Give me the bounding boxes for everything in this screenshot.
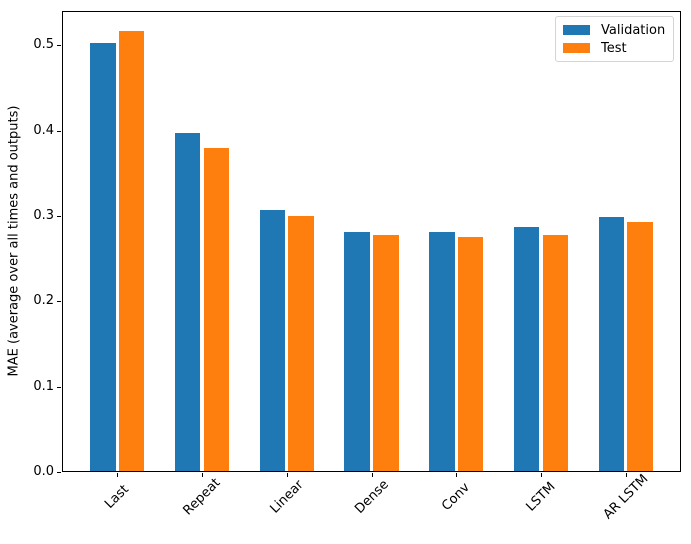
x-tick-mark bbox=[541, 473, 542, 477]
x-tick-label-text: Linear bbox=[267, 477, 307, 517]
x-tick-mark bbox=[371, 473, 373, 477]
x-tick-label-text: Dense bbox=[351, 477, 392, 517]
y-tick-mark bbox=[57, 215, 61, 217]
y-tick-mark bbox=[57, 386, 61, 388]
x-tick-mark bbox=[286, 473, 288, 477]
bar-validation-repeat bbox=[174, 132, 201, 471]
legend-swatch-test bbox=[563, 43, 590, 53]
y-tick-label: 0.0 bbox=[33, 464, 54, 479]
y-tick-mark bbox=[57, 472, 61, 473]
y-tick-label: 0.2 bbox=[33, 293, 54, 309]
x-tick-label-text: Repeat bbox=[180, 475, 224, 519]
y-tick-label: 0.1 bbox=[33, 378, 54, 394]
bar-validation-ar-lstm bbox=[598, 216, 625, 471]
bar-test-conv bbox=[457, 237, 484, 471]
x-tick-mark bbox=[625, 473, 627, 477]
bar-validation-last bbox=[90, 43, 116, 471]
x-tick-label-text: Conv bbox=[439, 480, 474, 514]
bar-test-dense bbox=[373, 235, 399, 471]
y-tick-label: 0.3 bbox=[33, 207, 54, 223]
legend-label: Test bbox=[601, 40, 627, 56]
y-tick-mark bbox=[57, 130, 61, 132]
legend: Validation Test bbox=[555, 16, 674, 62]
y-tick-mark bbox=[57, 45, 61, 47]
bar-test-last bbox=[118, 31, 145, 471]
bar-test-linear bbox=[288, 215, 314, 471]
legend-item-validation: Validation bbox=[563, 22, 665, 38]
bar-test-lstm bbox=[542, 234, 569, 471]
legend-item-test: Test bbox=[563, 40, 665, 56]
legend-label: Validation bbox=[601, 22, 666, 38]
x-tick-mark bbox=[202, 473, 203, 477]
plot-area bbox=[62, 11, 681, 472]
y-axis-label-text: MAE (average over all times and outputs) bbox=[6, 105, 22, 377]
y-tick-label: 0.4 bbox=[33, 122, 54, 138]
x-tick-label-text: AR LSTM bbox=[600, 471, 652, 523]
x-tick-label-text: LSTM bbox=[523, 479, 559, 515]
x-tick-mark bbox=[456, 473, 458, 477]
bar-validation-linear bbox=[259, 209, 286, 471]
bar-test-ar-lstm bbox=[627, 221, 653, 471]
x-tick-mark bbox=[117, 473, 119, 477]
bar-validation-dense bbox=[344, 231, 370, 471]
x-tick-label-text: Last bbox=[102, 482, 133, 512]
bar-test-repeat bbox=[203, 148, 230, 471]
y-tick-mark bbox=[57, 301, 61, 303]
y-tick-label: 0.5 bbox=[33, 37, 54, 53]
bar-validation-conv bbox=[429, 231, 455, 471]
bar-validation-lstm bbox=[513, 226, 540, 471]
legend-swatch-validation bbox=[563, 25, 590, 35]
